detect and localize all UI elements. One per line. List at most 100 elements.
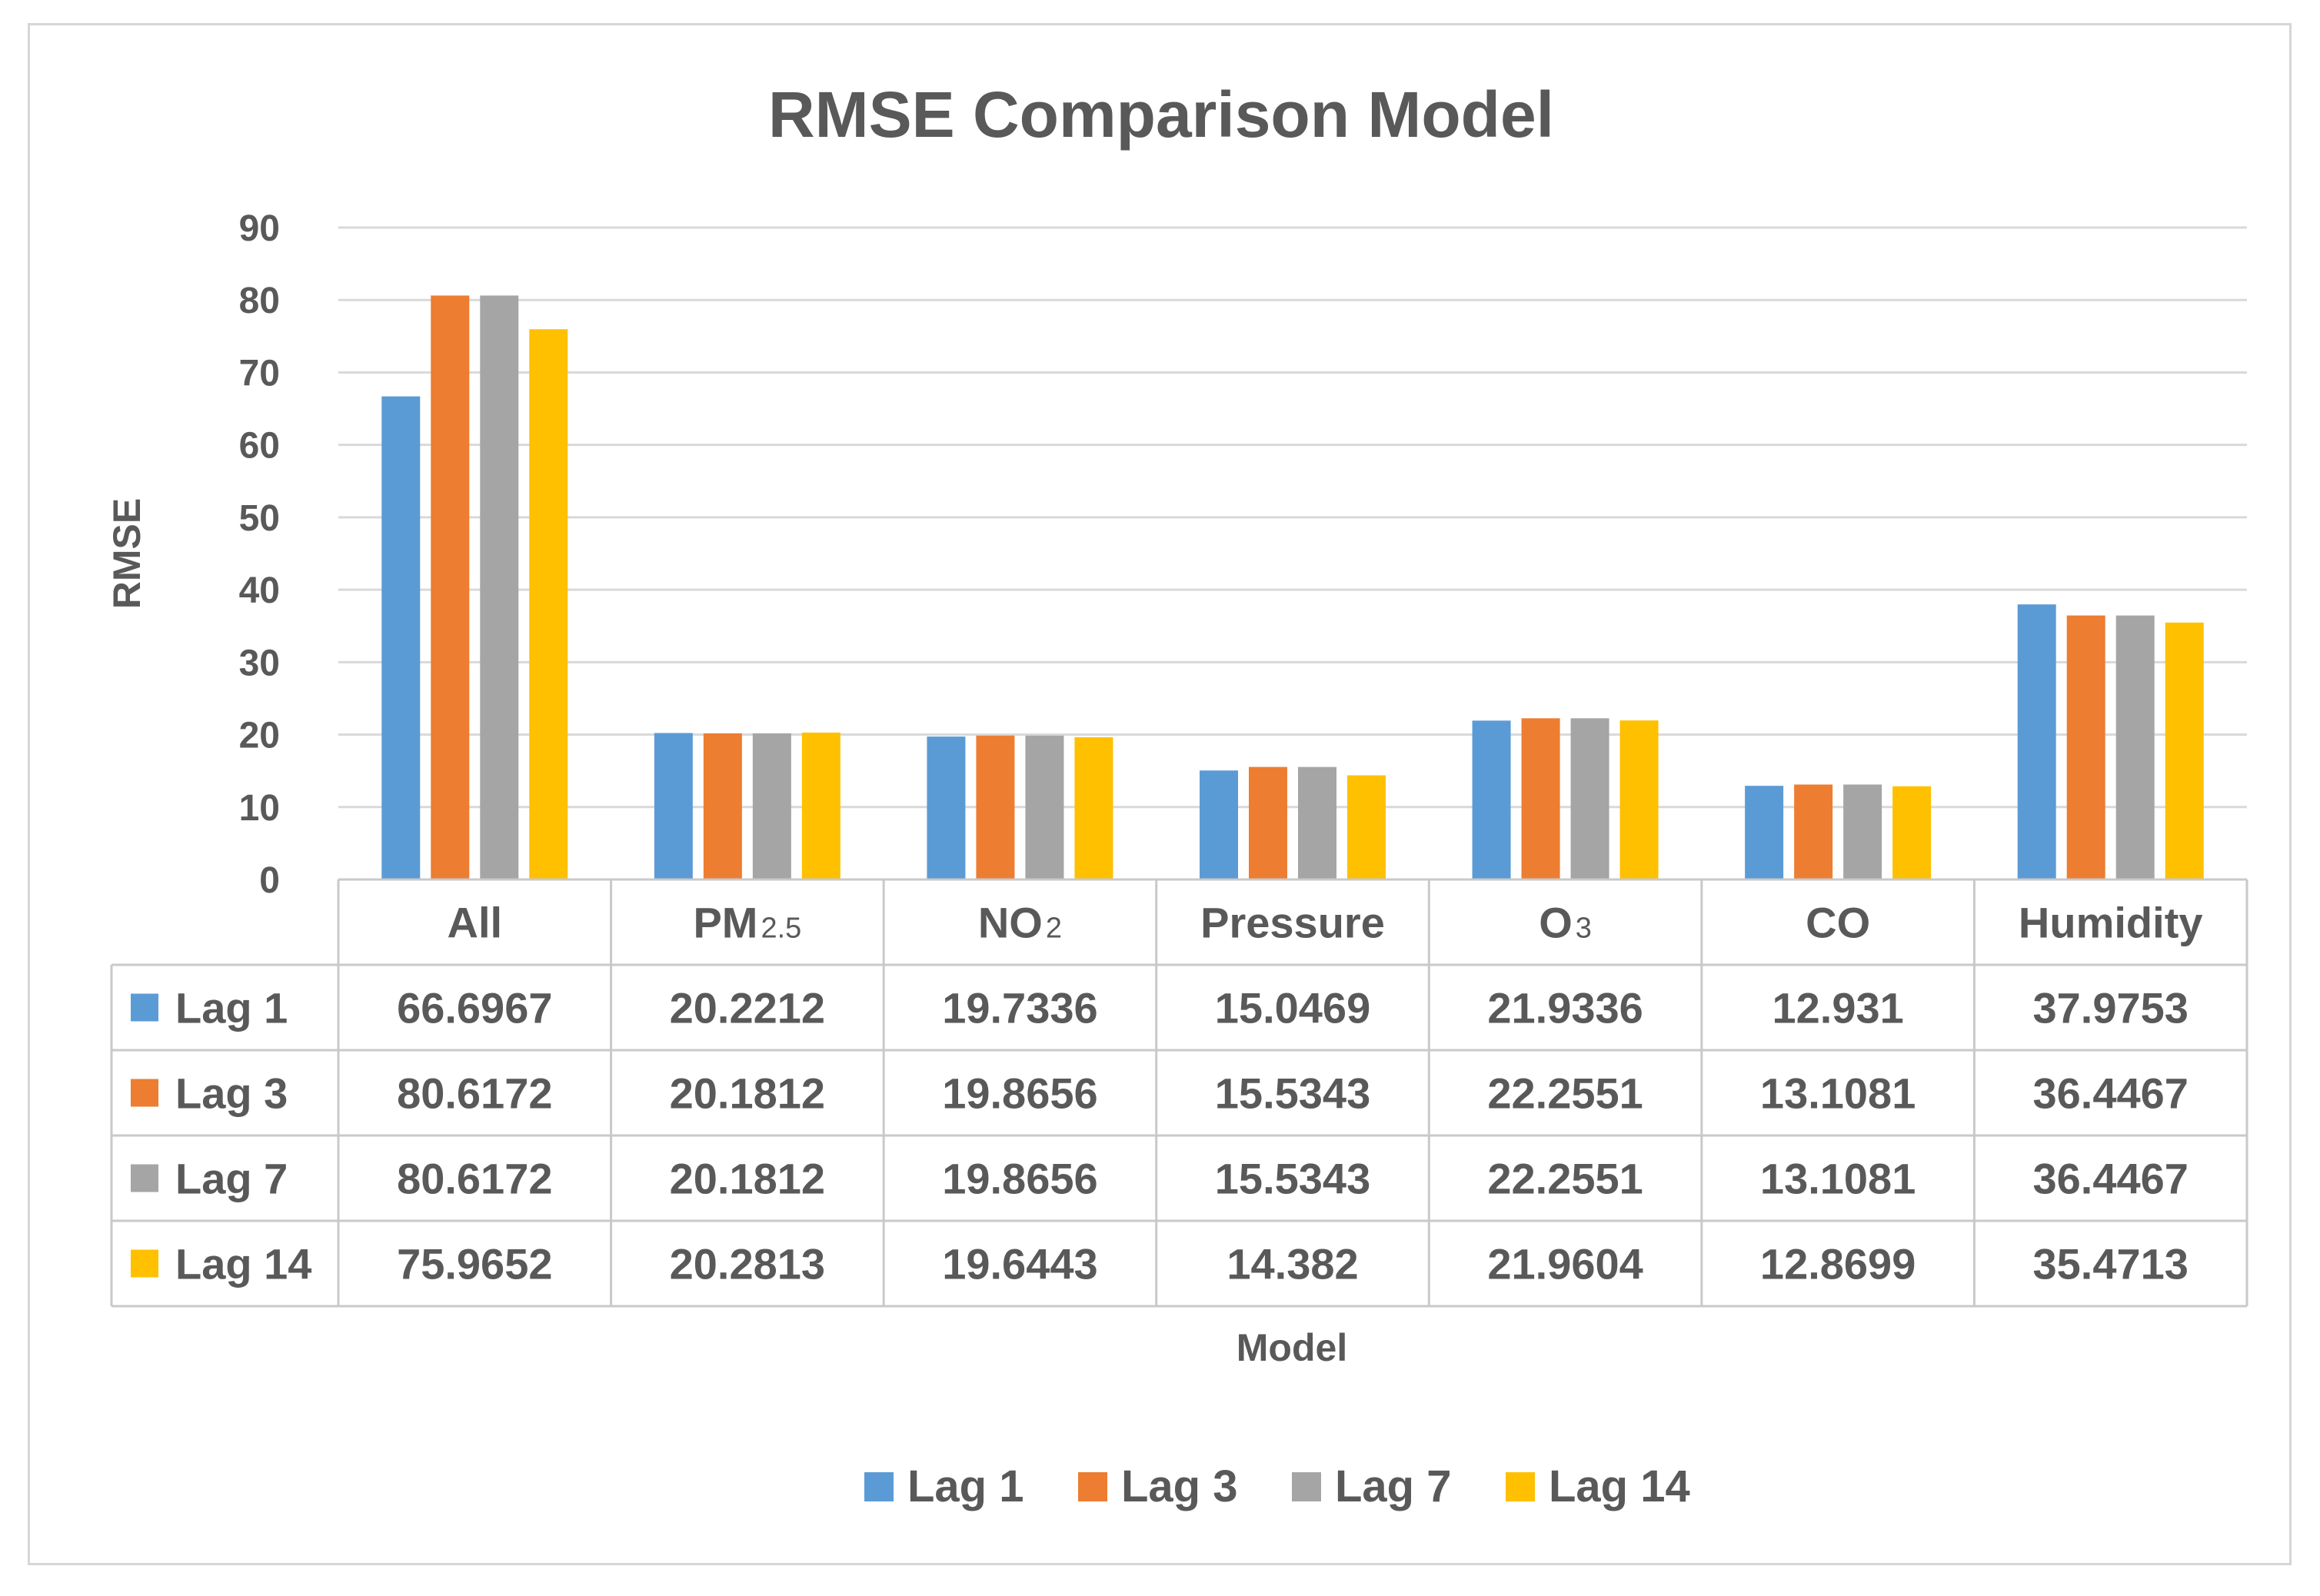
data-table-cell: 19.8656	[942, 1069, 1097, 1118]
bar	[2165, 622, 2204, 879]
data-table-cell: 36.4467	[2032, 1155, 2188, 1203]
bar	[1892, 786, 1932, 879]
legend-key	[131, 1249, 158, 1278]
data-table-cell: 21.9604	[1487, 1240, 1643, 1288]
data-table-cell: 66.6967	[397, 984, 552, 1032]
legend-key	[131, 1079, 158, 1107]
data-table-cell: 20.1812	[670, 1069, 825, 1118]
y-tick-label: 0	[259, 860, 280, 901]
bar	[480, 295, 519, 879]
bar	[1794, 784, 1833, 879]
legend-label: Lag 1	[907, 1461, 1024, 1511]
legend-item: Lag 3	[1078, 1461, 1238, 1511]
chart-legend: Lag 1 Lag 3 Lag 7 Lag 14	[864, 1461, 1690, 1511]
data-table-cell: 22.2551	[1487, 1155, 1643, 1203]
data-table-cell: 15.5343	[1215, 1155, 1370, 1203]
data-table-cell: 12.931	[1772, 984, 1904, 1032]
data-table-cell: 14.382	[1227, 1240, 1358, 1288]
bar	[1298, 766, 1336, 879]
bar-series-0	[381, 396, 2056, 879]
series-row-label: Lag 3	[175, 1069, 288, 1118]
y-tick-label: 50	[239, 498, 280, 539]
bar	[752, 733, 791, 879]
data-table-cell: 36.4467	[2032, 1069, 2188, 1118]
category-label: PM 2.5	[693, 899, 801, 947]
bar	[1025, 735, 1064, 879]
category-label: CO	[1806, 899, 1870, 947]
bar	[1347, 775, 1386, 879]
y-tick-label: 80	[239, 281, 280, 321]
bar	[381, 396, 421, 879]
data-table-cell: 15.0469	[1215, 984, 1370, 1032]
data-table: All PM 2.5 NO 2 Pressure O 3 CO Humidity Lag 1 66.6…	[110, 878, 2248, 1308]
category-label: All	[448, 899, 503, 947]
bar	[1843, 784, 1882, 879]
bar	[1249, 766, 1287, 879]
bar	[654, 733, 693, 879]
x-axis-label: Model	[1237, 1326, 1347, 1369]
y-tick-label: 70	[239, 353, 280, 394]
legend-item: Lag 1	[864, 1461, 1024, 1511]
y-tick-label: 40	[239, 570, 280, 611]
data-table-cell: 15.5343	[1215, 1069, 1370, 1118]
data-table-cell: 12.8699	[1760, 1240, 1916, 1288]
bar	[1745, 786, 1784, 879]
data-table-cell: 22.2551	[1487, 1069, 1643, 1118]
category-label: Pressure	[1200, 899, 1385, 947]
bar	[2115, 615, 2155, 879]
bar-series	[381, 295, 2204, 879]
bar-series-3	[529, 329, 2204, 879]
data-table-cell: 37.9753	[2032, 984, 2188, 1032]
legend-swatch	[1292, 1472, 1321, 1501]
bar	[927, 736, 966, 879]
category-label: Humidity	[2019, 899, 2203, 947]
data-table-cell: 19.6443	[942, 1240, 1097, 1288]
bar	[801, 732, 840, 879]
bar	[976, 735, 1015, 879]
data-table-cell: 19.8656	[942, 1155, 1097, 1203]
bar	[1200, 770, 1238, 879]
y-tick-label: 10	[239, 788, 280, 829]
data-table-cell: 19.7336	[942, 984, 1097, 1032]
bar	[1570, 718, 1609, 879]
gridlines	[338, 226, 2247, 881]
data-table-cell: 80.6172	[397, 1155, 552, 1203]
data-table-cell: 75.9652	[397, 1240, 552, 1288]
series-row-label: Lag 1	[175, 984, 288, 1032]
bar-series-2	[480, 295, 2155, 879]
legend-label: Lag 14	[1549, 1461, 1690, 1511]
y-tick-label: 90	[239, 208, 280, 249]
legend-swatch	[1078, 1472, 1107, 1501]
bar-series-1	[431, 295, 2105, 879]
legend-label: Lag 3	[1121, 1461, 1238, 1511]
chart-title: RMSE Comparison Model	[768, 78, 1554, 151]
bar	[1074, 736, 1113, 879]
bar	[1521, 718, 1560, 879]
bar	[431, 295, 470, 879]
bar	[703, 733, 742, 879]
data-table-cell: 13.1081	[1760, 1069, 1916, 1118]
data-table-cell: 80.6172	[397, 1069, 552, 1118]
data-table-cell: 35.4713	[2032, 1240, 2188, 1288]
y-axis-label: RMSE	[105, 498, 148, 609]
bar	[1619, 720, 1659, 879]
legend-key	[131, 1164, 158, 1192]
y-tick-label: 60	[239, 426, 280, 467]
series-row-label: Lag 14	[175, 1240, 311, 1288]
bar	[2017, 604, 2056, 879]
legend-key	[131, 993, 158, 1022]
data-table-cell: 20.2212	[670, 984, 825, 1032]
bar	[529, 329, 568, 879]
category-label: NO 2	[978, 899, 1062, 947]
bar	[2066, 615, 2105, 879]
legend-swatch	[864, 1472, 894, 1501]
y-axis-ticks: 0 10 20 30 40 50 60 70 80 90	[239, 208, 280, 901]
data-table-cell: 13.1081	[1760, 1155, 1916, 1203]
y-tick-label: 20	[239, 716, 280, 756]
legend-label: Lag 7	[1335, 1461, 1452, 1511]
data-table-cell: 20.2813	[670, 1240, 825, 1288]
legend-swatch	[1506, 1472, 1535, 1501]
data-table-cell: 20.1812	[670, 1155, 825, 1203]
